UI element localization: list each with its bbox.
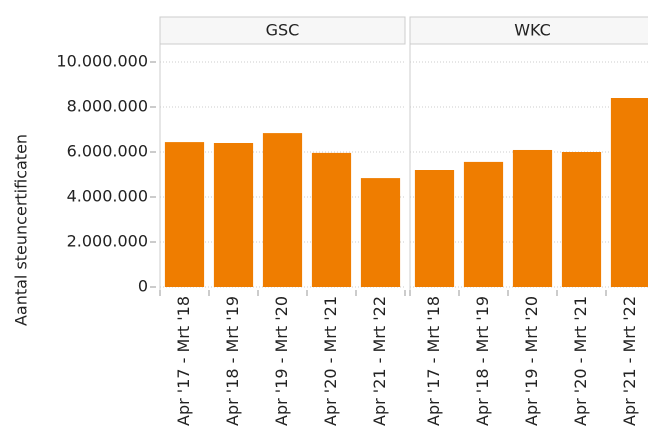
y-tick-label: 10.000.000 (56, 52, 148, 71)
bar (512, 149, 553, 287)
x-tick-label: Apr '19 - Mrt '20 (272, 296, 291, 426)
x-tick-label: Apr '20 - Mrt '21 (321, 296, 340, 426)
y-tick-label: 0 (138, 277, 148, 296)
x-tick-label: Apr '18 - Mrt '19 (223, 296, 242, 426)
x-tick-label: Apr '18 - Mrt '19 (473, 296, 492, 426)
x-tick-label: Apr '21 - Mrt '22 (620, 296, 639, 426)
bar (311, 152, 352, 287)
facet-strip (159, 16, 406, 45)
bar (414, 170, 455, 287)
bar (463, 161, 504, 287)
bar (360, 178, 401, 287)
x-tick-label: Apr '19 - Mrt '20 (522, 296, 541, 426)
facet-strip (409, 16, 648, 45)
x-tick-label: Apr '17 - Mrt '18 (174, 296, 193, 426)
y-tick-label: 8.000.000 (67, 97, 148, 116)
bar (213, 143, 254, 287)
x-tick-label: Apr '21 - Mrt '22 (370, 296, 389, 426)
x-tick-label: Apr '20 - Mrt '21 (571, 296, 590, 426)
facet-title: WKC (514, 21, 551, 40)
y-tick-label: 4.000.000 (67, 187, 148, 206)
facet-title: GSC (266, 21, 300, 40)
x-tick-label: Apr '17 - Mrt '18 (424, 296, 443, 426)
bar (561, 152, 602, 287)
y-tick-label: 6.000.000 (67, 142, 148, 161)
y-axis-label: Aantal steuncertificaten (12, 134, 31, 326)
bar (164, 142, 205, 287)
y-tick-label: 2.000.000 (67, 232, 148, 251)
bar (262, 133, 303, 287)
bar (610, 98, 648, 287)
